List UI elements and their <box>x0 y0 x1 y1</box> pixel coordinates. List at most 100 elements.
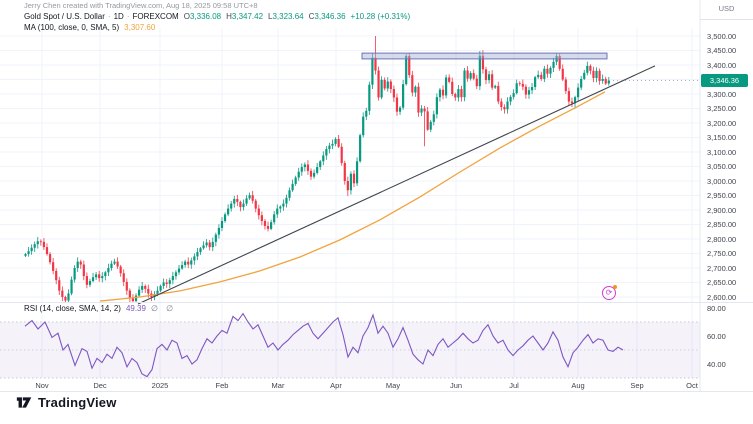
candle <box>33 241 36 252</box>
candle <box>282 199 285 211</box>
main-chart-pane[interactable] <box>0 28 700 303</box>
candle <box>586 61 589 76</box>
candle <box>346 176 349 197</box>
price-axis-label: 2,600.00 <box>707 292 737 302</box>
ma-legend-row[interactable]: MA (100, close, 0, SMA, 5) 3,307.60 <box>24 23 155 32</box>
candle <box>374 36 377 75</box>
time-axis-label: Dec <box>93 381 107 390</box>
rsi-legend-row[interactable]: RSI (14, close, SMA, 14, 2) 49.39 ∅ ∅ <box>24 304 176 313</box>
candle <box>95 271 98 280</box>
price-axis-label: 3,450.00 <box>707 46 737 55</box>
rsi-empty-values: ∅ ∅ <box>150 304 177 313</box>
candle <box>319 159 322 171</box>
candle <box>328 142 331 154</box>
candle <box>39 239 42 246</box>
candle <box>426 107 429 131</box>
candle <box>309 168 313 180</box>
candle <box>392 85 395 102</box>
candle <box>82 260 85 281</box>
candle <box>79 259 82 269</box>
candle <box>42 238 46 250</box>
candle <box>67 289 70 303</box>
candle <box>128 288 131 303</box>
candle <box>583 69 586 81</box>
candle <box>300 163 303 176</box>
price-axis-label: 3,300.00 <box>707 89 737 99</box>
rsi-axis-label: 40.00 <box>707 359 726 369</box>
ohlc-value: 3,323.64 <box>272 12 304 21</box>
candle <box>91 272 95 283</box>
rsi-pane[interactable] <box>0 303 700 378</box>
candle <box>527 86 531 99</box>
candle <box>245 195 248 206</box>
candle <box>248 192 251 200</box>
candle <box>534 75 537 91</box>
candle <box>220 217 224 232</box>
price-axis-label: 3,000.00 <box>707 176 737 186</box>
time-axis-label: Aug <box>571 381 585 390</box>
candle <box>239 200 242 212</box>
candle <box>540 71 543 81</box>
price-axis[interactable]: 3,500.00 3,450.00 3,400.00 3,300.00 3,250.00… <box>700 0 753 392</box>
candle <box>368 81 371 115</box>
time-axis[interactable]: Nov Dec 2025 Feb Mar Apr May Jun Jul Aug Sep Oct <box>0 379 753 393</box>
candle <box>408 52 411 78</box>
candle <box>580 75 583 91</box>
candle <box>58 276 61 295</box>
candle <box>230 200 233 212</box>
candle <box>208 239 211 251</box>
candle <box>524 84 528 99</box>
rsi-value: 49.39 <box>125 304 146 313</box>
candle <box>448 74 451 84</box>
candle <box>294 175 297 186</box>
candle <box>484 66 488 85</box>
candle <box>101 272 104 283</box>
candle <box>475 74 478 90</box>
price-axis-label: 2,650.00 <box>707 278 737 287</box>
symbol-legend-row[interactable]: Gold Spot / U.S. Dollar · 1D · FOREXCOM O3,33… <box>24 12 410 21</box>
price-axis-label: 3,400.00 <box>707 60 737 70</box>
ohlc-key: H <box>226 12 232 21</box>
candle <box>233 195 236 208</box>
ohlc-key: O <box>183 12 190 21</box>
candle <box>386 77 389 92</box>
candle <box>27 247 30 257</box>
candle <box>543 65 546 83</box>
candle <box>55 268 58 285</box>
grid-lines <box>0 28 700 377</box>
candle <box>469 71 472 81</box>
candle <box>288 187 291 201</box>
candles-layer <box>24 36 610 303</box>
candle <box>352 170 356 188</box>
tradingview-logo-link[interactable]: TradingView <box>16 394 117 411</box>
tradingview-logo-icon <box>16 397 32 408</box>
candle <box>377 66 380 101</box>
candle <box>88 278 92 288</box>
candle <box>417 82 420 117</box>
candle <box>395 93 399 116</box>
trendline-drawing[interactable] <box>137 65 656 305</box>
candle <box>236 194 239 207</box>
candle <box>141 282 144 293</box>
candle <box>500 98 503 111</box>
replay-marker-icon[interactable]: ⟳ <box>602 285 617 300</box>
candle <box>52 257 55 275</box>
ohlc-values: O3,336.08 H3,347.42 L3,323.64 C3,346.36 <box>179 12 346 21</box>
candle <box>432 110 435 126</box>
ma-label: MA (100, close, 0, SMA, 5) <box>24 23 120 32</box>
candle <box>537 70 540 79</box>
candle <box>322 151 325 166</box>
candle <box>273 211 276 225</box>
tradingview-logo-text: TradingView <box>38 395 117 410</box>
candle <box>355 157 359 187</box>
rsi-band <box>0 321 700 379</box>
candle <box>85 272 88 289</box>
price-axis-label: 3,200.00 <box>707 118 737 128</box>
candle <box>570 97 574 108</box>
candle <box>144 284 147 293</box>
ma100-line <box>99 91 606 302</box>
candle <box>168 277 171 289</box>
candle <box>411 70 414 97</box>
resistance-zone-drawing[interactable] <box>361 52 608 60</box>
candle <box>30 244 33 255</box>
